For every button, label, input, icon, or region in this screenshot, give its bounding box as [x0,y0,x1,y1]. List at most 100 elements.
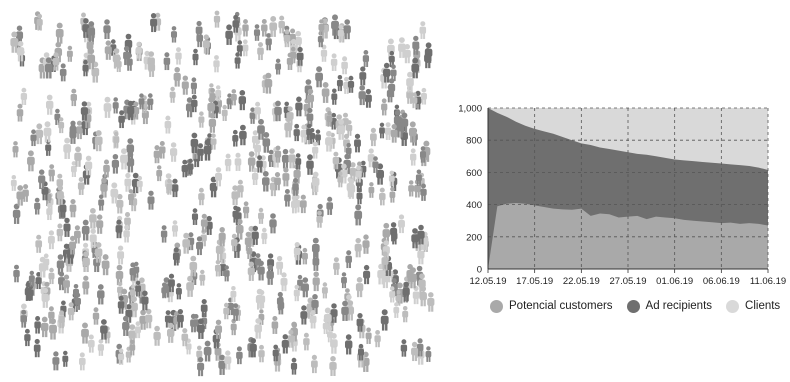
person-icon [238,90,247,111]
person-icon [224,153,232,172]
person-icon [293,242,301,261]
person-icon [122,315,130,336]
person-icon [224,350,232,370]
legend-item-potencial-customers[interactable]: Potencial customers [490,299,613,313]
person-icon [309,310,317,329]
person-icon [341,300,349,321]
person-icon [363,264,371,285]
person-icon [323,307,332,329]
person-icon [346,120,353,136]
person-icon [266,264,274,285]
x-tick-label: 12.05.19 [470,276,507,287]
y-tick-label: 0 [477,265,482,276]
person-icon [89,228,97,248]
person-icon [389,286,396,303]
person-icon [230,318,237,336]
person-icon [274,145,282,163]
person-icon [45,94,54,115]
person-icon [56,185,64,205]
person-icon [87,334,95,353]
person-icon [230,286,237,303]
person-icon [235,218,244,240]
person-icon [182,232,191,254]
person-icon [59,63,67,82]
person-icon [70,161,77,178]
person-icon [147,190,155,210]
person-icon [148,57,156,77]
person-icon [398,214,405,234]
person-icon [389,186,396,203]
person-icon [208,112,217,133]
person-icon [76,120,83,140]
person-icon [200,213,208,233]
person-icon [265,33,272,51]
person-icon [258,207,264,224]
person-icon [306,154,314,175]
person-icon [349,162,357,182]
person-icon [94,130,103,152]
person-icon [237,179,244,198]
person-icon [159,141,166,159]
person-icon [100,319,108,340]
person-icon [239,124,247,146]
person-icon [242,39,249,57]
person-icon [70,88,77,107]
person-icon [376,163,385,185]
person-icon [325,130,333,152]
person-icon [66,45,73,62]
person-icon [380,309,389,331]
x-tick-label: 17.05.19 [516,276,553,287]
person-icon [312,271,320,292]
legend-item-clients[interactable]: Clients [726,299,780,313]
person-icon [403,44,411,64]
person-icon [359,66,367,86]
person-icon [418,273,426,294]
person-icon [20,87,28,106]
legend-item-ad-recipients[interactable]: Ad recipients [626,299,712,313]
person-icon [306,123,313,140]
person-icon [416,338,424,357]
person-icon [372,156,379,173]
person-icon [48,267,55,285]
chart-legend: Potencial customers Ad recipients Client… [490,296,790,316]
person-icon [81,219,90,241]
person-icon [138,93,145,110]
person-icon [103,159,110,178]
person-icon [420,87,427,105]
person-icon [355,277,364,298]
person-icon [410,148,417,166]
person-icon [347,75,355,93]
person-icon [398,37,406,58]
person-icon [257,118,265,140]
person-icon [390,64,397,82]
person-icon [254,318,262,339]
person-icon [58,117,65,134]
person-icon [337,119,346,140]
person-icon [247,261,255,281]
person-icon [94,242,103,263]
person-icon [419,146,427,163]
person-icon [160,225,168,243]
person-icon [161,282,168,299]
person-icon [199,269,206,286]
person-icon [213,10,221,28]
person-icon [347,178,356,199]
person-icon [424,48,432,69]
person-icon [74,146,82,167]
person-icon [169,86,176,103]
person-icon [43,121,52,143]
person-icon [35,234,43,253]
person-icon [46,203,53,221]
person-icon [290,357,298,375]
person-icon [311,171,320,192]
person-icon [411,341,419,362]
person-icon [134,321,141,339]
person-icon [136,175,143,192]
person-icon [82,59,89,77]
person-icon [306,88,315,108]
person-icon [150,13,158,33]
person-icon [16,185,24,206]
person-icon [258,344,265,363]
crowd-people-icons [10,10,435,377]
x-tick-label: 06.06.19 [703,276,740,287]
